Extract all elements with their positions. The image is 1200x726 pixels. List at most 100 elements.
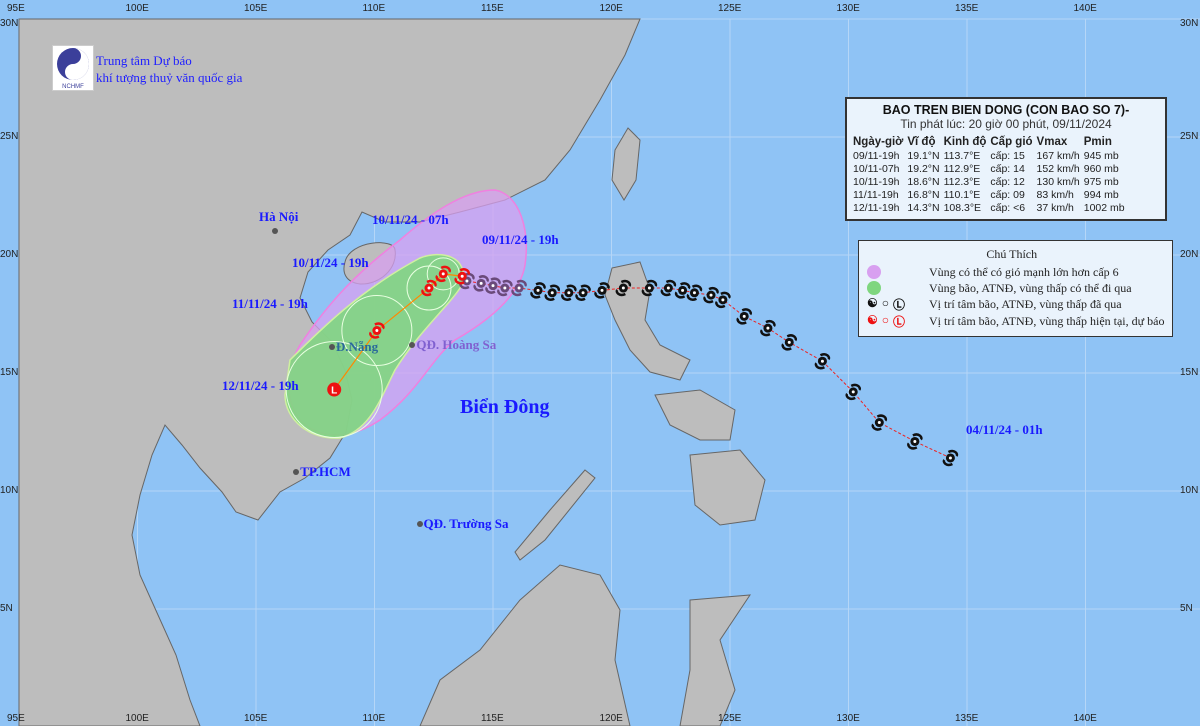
lon-tick-label: 110E [362,713,386,724]
past-storm-icon [561,284,577,301]
legend-item-wind-zone: Vùng có thể có gió mạnh lớn hơn cấp 6 [859,264,1164,280]
table-cell: 10/11-19h [853,176,900,188]
time-label: 10/11/24 - 19h [292,255,369,270]
lat-tick-label: 10N [0,485,19,496]
legend-label: Vị trí tâm bão, ATNĐ, vùng thấp đã qua [929,297,1122,311]
column-header: Vmax [1036,136,1068,148]
lon-tick-label: 120E [599,3,623,14]
legend-label: Vùng có thể có gió mạnh lớn hơn cấp 6 [929,264,1119,279]
past-storm-icon [530,282,546,299]
table-cell: 09/11-19h [853,150,900,162]
place-marker [271,228,278,235]
lat-tick-label: 15N [0,367,19,378]
past-storm-icon [715,291,731,309]
lon-tick-label: 135E [955,713,979,724]
lon-tick-label: 140E [1073,3,1097,14]
time-label: 04/11/24 - 01h [966,422,1043,437]
lon-tick-label: 95E [7,3,25,14]
lat-tick-label: 10N [1180,485,1199,496]
depression-circle-icon: ○ [881,296,890,310]
past-storm-icon [497,279,513,297]
bulletin-panel: BAO TREN BIEN DONG (CON BAO SO 7)- Tin p… [845,97,1167,221]
mindanao-island [689,449,766,526]
time-label: 11/11/24 - 19h [232,296,308,311]
org-line-2: khí tượng thuỷ văn quốc gia [96,70,243,85]
lon-tick-label: 105E [244,713,268,724]
table-row: 12/11-19h 14.3°N 108.3°E cấp: <6 37 km/h 1002… [851,202,1127,215]
past-storm-icon [942,449,959,467]
lon-tick-label: 130E [836,713,860,724]
lon-tick-label: 135E [955,3,979,14]
uncertainty-circle [406,265,452,311]
logo-emblem-icon: NCHMF [57,48,89,90]
table-cell: 994 mb [1083,189,1119,201]
lat-tick-label: 25N [1180,131,1199,142]
table-cell: 11/11-19h [853,189,899,201]
table-cell: 19.2°N [907,163,940,175]
uncertainty-circle [341,295,413,367]
past-storm-icon [781,334,797,351]
lon-tick-label: 115E [481,713,504,724]
svg-text:L: L [331,386,337,397]
table-cell: cấp: 14 [990,163,1025,175]
bulletin-title: BAO TREN BIEN DONG (CON BAO SO 7)- [882,103,1130,117]
lat-tick-label: 20N [1180,249,1199,260]
forecast-table: Ngày-giờ Vĩ độ Kinh độ Cấp gió Vmax Pmin 09/1… [851,135,1127,215]
place-label: QĐ. Hoàng Sa [416,336,497,352]
bulletin-issued: Tin phát lúc: 20 giờ 00 phút, 09/11/2024 [900,117,1112,131]
lon-tick-label: 110E [362,3,386,14]
column-header: Kinh độ [943,136,987,148]
sea-label: Biển Đông [460,396,550,418]
lon-tick-label: 125E [718,713,742,724]
table-cell: cấp: 09 [990,189,1025,201]
lon-tick-label: 125E [718,3,742,14]
organization-name: Trung tâm Dự báo khí tượng thuỷ văn quốc… [96,52,242,86]
place-label: Đ.Nẵng [335,339,379,355]
low-pressure-icon: L [327,382,342,397]
table-cell: 167 km/h [1036,150,1080,162]
table-cell: 130 km/h [1036,176,1080,188]
uncertainty-circle [285,341,383,439]
past-storm-icon [760,319,776,337]
column-header: Vĩ độ [907,136,936,148]
forecast-storm-icon [454,268,470,285]
place-marker [409,341,416,348]
forecast-storm-icon [435,265,451,283]
storm-track: L [327,265,959,467]
lon-tick-label: 95E [7,713,25,724]
place-marker [328,344,335,351]
table-cell: 945 mb [1083,150,1119,162]
lat-tick-label: 30N [1180,18,1199,29]
borneo-island [419,564,631,726]
org-line-1: Trung tâm Dự báo [96,53,192,68]
storm-symbol-icon: ☯ [867,296,878,310]
table-cell: 14.3°N [907,202,940,214]
lat-tick-label: 5N [0,603,13,614]
lat-tick-label: 25N [0,131,19,142]
visayas-islands [654,389,736,441]
lat-tick-label: 15N [1180,367,1199,378]
lat-tick-label: 30N [0,18,19,29]
table-cell: 19.1°N [907,150,940,162]
lon-tick-label: 100E [125,3,149,14]
purple-dot-icon [867,265,881,279]
table-cell: 112.3°E [943,176,981,188]
table-cell: 112.9°E [943,163,981,175]
place-marker [416,521,423,528]
legend-label: Vùng bão, ATNĐ, vùng thấp có thể đi qua [929,280,1132,295]
palawan-island [514,469,596,561]
forecast-uncertainty-circles [285,257,460,439]
lon-tick-label: 140E [1073,713,1097,724]
legend-panel: Chú Thích Vùng có thể có gió mạnh lớn hơ… [858,240,1174,337]
past-storm-icon [641,279,658,297]
past-storm-icon [736,308,752,325]
table-cell: 113.7°E [943,150,981,162]
past-storm-icon [544,284,560,301]
legend-label: Vị trí tâm bão, ATNĐ, vùng thấp hiện tại… [929,314,1165,328]
svg-text:NCHMF: NCHMF [62,84,84,90]
lon-tick-label: 115E [481,3,504,14]
past-storm-icon [485,277,501,294]
past-storm-icon [674,282,691,299]
past-storm-icon [814,353,831,370]
table-cell: 18.6°N [907,176,940,188]
